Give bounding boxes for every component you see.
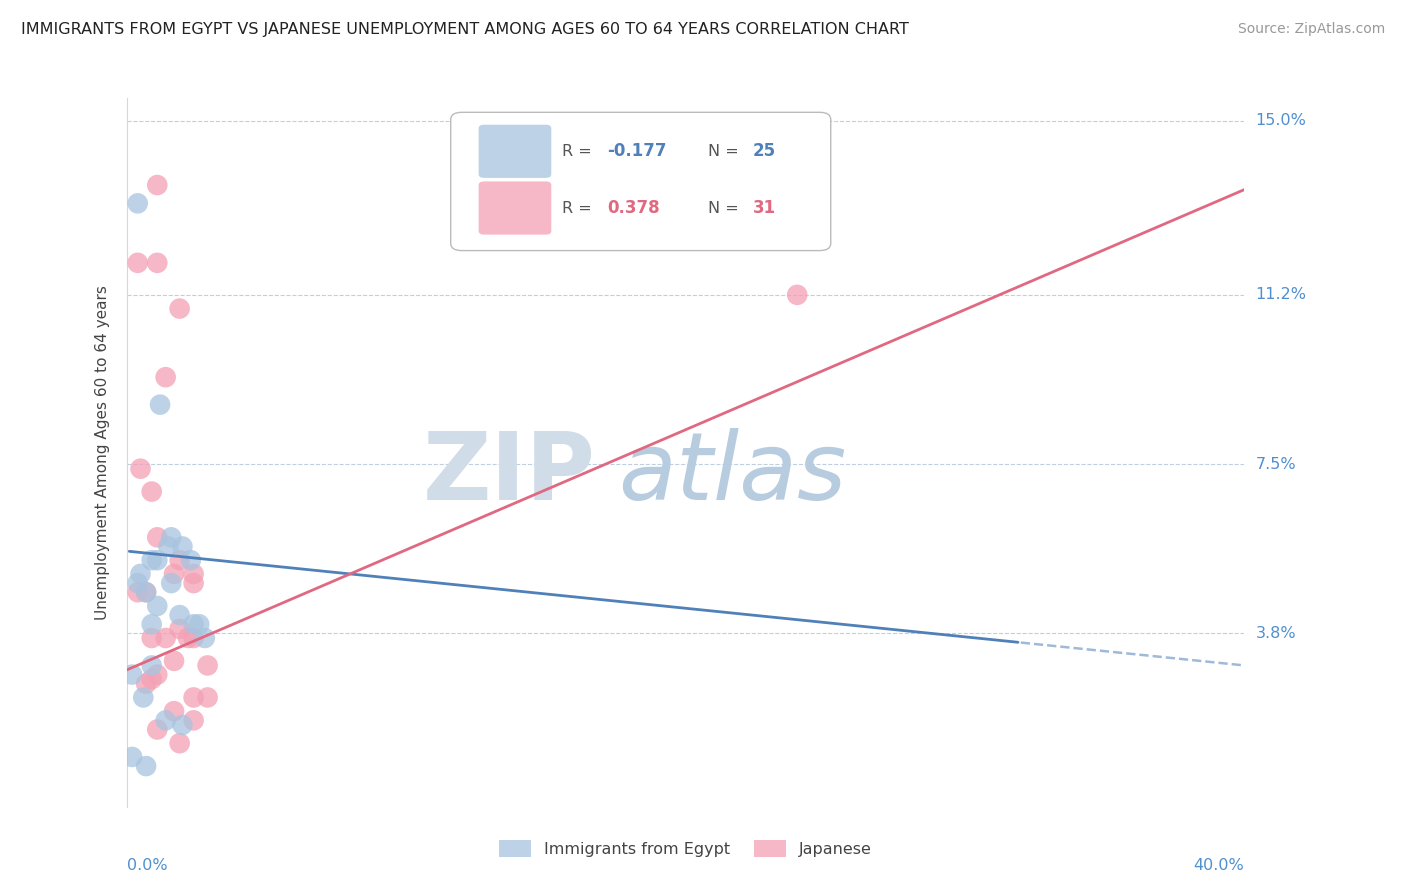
Point [135,585,157,599]
Point [183,631,205,645]
Point [146,599,169,613]
Text: R =: R = [562,144,598,159]
Point [163,654,186,668]
Point [141,672,163,686]
Point [160,576,183,591]
Point [786,288,808,302]
Point [172,540,194,554]
Point [183,690,205,705]
Text: 11.2%: 11.2% [1256,287,1306,302]
Point [141,658,163,673]
Point [183,714,205,728]
Point [135,677,157,691]
FancyBboxPatch shape [478,125,551,178]
Point [163,566,186,581]
Point [155,631,177,645]
Point [157,540,180,554]
Point [146,178,169,192]
Point [169,553,191,567]
Point [127,196,149,211]
Point [127,576,149,591]
Point [169,622,191,636]
Text: -0.177: -0.177 [607,143,666,161]
Point [183,576,205,591]
Point [132,690,155,705]
Point [183,566,205,581]
Point [141,484,163,499]
Point [177,631,200,645]
Text: 40.0%: 40.0% [1194,857,1244,872]
Text: IMMIGRANTS FROM EGYPT VS JAPANESE UNEMPLOYMENT AMONG AGES 60 TO 64 YEARS CORRELA: IMMIGRANTS FROM EGYPT VS JAPANESE UNEMPL… [21,22,908,37]
Point [194,631,217,645]
Text: 3.8%: 3.8% [1256,626,1296,641]
FancyBboxPatch shape [478,181,551,235]
Legend: Immigrants from Egypt, Japanese: Immigrants from Egypt, Japanese [494,834,877,863]
Point [197,690,219,705]
Point [172,718,194,732]
Point [129,566,152,581]
Y-axis label: Unemployment Among Ages 60 to 64 years: Unemployment Among Ages 60 to 64 years [94,285,110,620]
Point [141,631,163,645]
Text: 25: 25 [752,143,776,161]
Point [127,256,149,270]
Text: 15.0%: 15.0% [1256,113,1306,128]
Point [155,370,177,384]
Text: 31: 31 [752,199,776,217]
Point [163,704,186,718]
FancyBboxPatch shape [451,112,831,251]
Text: R =: R = [562,201,598,216]
Text: atlas: atlas [619,428,846,519]
Point [146,667,169,681]
Text: ZIP: ZIP [423,428,596,520]
Text: N =: N = [707,201,744,216]
Point [197,658,219,673]
Text: 7.5%: 7.5% [1256,457,1296,472]
Point [141,617,163,632]
Point [169,301,191,316]
Point [155,714,177,728]
Point [141,553,163,567]
Point [146,553,169,567]
Point [146,530,169,544]
Point [135,759,157,773]
Point [146,723,169,737]
Text: 0.378: 0.378 [607,199,659,217]
Text: N =: N = [707,144,744,159]
Point [127,585,149,599]
Point [129,461,152,475]
Point [169,608,191,623]
Text: 0.0%: 0.0% [127,857,167,872]
Point [149,398,172,412]
Point [160,530,183,544]
Point [169,736,191,750]
Text: Source: ZipAtlas.com: Source: ZipAtlas.com [1237,22,1385,37]
Point [146,256,169,270]
Point [188,617,211,632]
Point [121,750,143,764]
Point [183,617,205,632]
Point [135,585,157,599]
Point [121,667,143,681]
Point [180,553,202,567]
